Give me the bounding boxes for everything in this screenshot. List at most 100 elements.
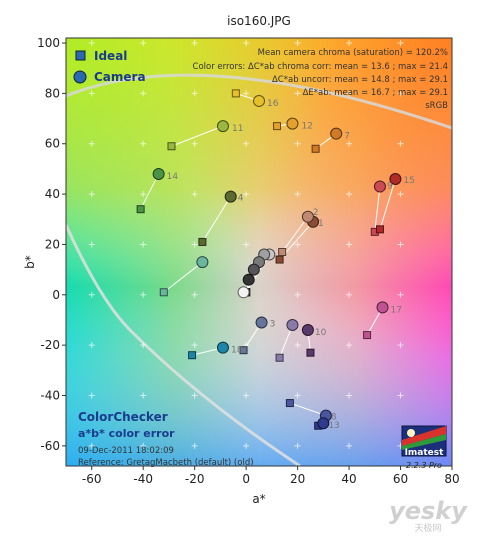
y-tick-label: 40 (45, 187, 60, 201)
y-tick-label: 60 (45, 137, 60, 151)
grid-plus-marker (294, 140, 301, 147)
grid-plus-marker (294, 241, 301, 248)
grid-plus-marker (346, 191, 353, 198)
x-axis-label: a* (252, 492, 265, 506)
camera-marker-4 (224, 190, 237, 203)
patch-label-2: 2 (313, 208, 319, 218)
error-vector-2 (281, 216, 309, 253)
ideal-marker-11 (167, 142, 176, 151)
grid-plus-marker (397, 342, 404, 349)
grid-plus-marker (397, 40, 404, 47)
ideal-marker-18 (188, 351, 197, 360)
patch-label-11: 11 (232, 124, 243, 134)
grid-plus-marker (88, 442, 95, 449)
error-vector-6 (163, 261, 203, 293)
grid-plus-marker (191, 90, 198, 97)
patch-label-4: 4 (238, 194, 244, 204)
grid-plus-marker (88, 291, 95, 298)
watermark: yesky 天极网 (389, 497, 468, 534)
patch-label-17: 17 (391, 305, 402, 315)
grid-plus-marker (346, 140, 353, 147)
camera-marker-18 (216, 341, 229, 354)
grid-plus-marker (243, 191, 250, 198)
caption: ColorChecker a*b* color error 09-Dec-201… (78, 410, 254, 468)
legend-camera-label: Camera (94, 70, 146, 84)
watermark-subtext: 天极网 (414, 522, 441, 534)
ideal-marker-8 (285, 399, 294, 408)
legend-ideal-label: Ideal (94, 49, 127, 63)
patch-label-3: 3 (270, 319, 276, 329)
grid-plus-marker (140, 291, 147, 298)
x-tick-label: 80 (444, 472, 459, 486)
imatest-logo-icon (407, 429, 415, 437)
imatest-badge: Imatest 2.2.3 Pro (401, 425, 447, 470)
grid-plus-marker (243, 442, 250, 449)
badge-brand: Imatest (405, 448, 445, 458)
ideal-marker-5 (275, 353, 284, 362)
x-tick-label: 20 (290, 472, 305, 486)
grid-plus-marker (140, 241, 147, 248)
caption-subtitle: a*b* color error (78, 427, 175, 440)
x-tick-label: -40 (133, 472, 153, 486)
error-vector-8 (289, 402, 327, 417)
y-tick-label: 0 (52, 288, 60, 302)
grid-plus-marker (397, 241, 404, 248)
grid-plus-marker (243, 90, 250, 97)
camera-marker-15 (389, 172, 402, 185)
camera-marker-13 (317, 417, 330, 430)
error-vector-14 (140, 173, 160, 210)
grid-plus-marker (140, 392, 147, 399)
grid-plus-marker (140, 140, 147, 147)
grid-plus-marker (88, 40, 95, 47)
error-vector-9 (374, 186, 381, 232)
camera-marker-9 (373, 180, 386, 193)
caption-date: 09-Dec-2011 18:02:09 (78, 446, 174, 456)
grid-plus-marker (294, 291, 301, 298)
grid-plus-marker (191, 241, 198, 248)
grid-plus-marker (88, 342, 95, 349)
grid-plus-marker (346, 342, 353, 349)
grid-plus-marker (397, 291, 404, 298)
camera-marker-23 (247, 263, 260, 276)
grid-markers (88, 40, 404, 449)
ideal-marker-17 (363, 331, 372, 340)
info-line-chroma: Mean camera chroma (saturation) = 120.2% (258, 48, 448, 58)
grid-plus-marker (243, 40, 250, 47)
x-tick-label: 60 (393, 472, 408, 486)
y-tick-label: 80 (45, 86, 60, 100)
ideal-marker-16 (231, 89, 240, 98)
y-axis-label: b* (23, 255, 37, 269)
grid-plus-marker (243, 241, 250, 248)
info-box: Mean camera chroma (saturation) = 120.2%… (193, 48, 449, 111)
grid-plus-marker (243, 140, 250, 147)
camera-marker-3 (255, 316, 268, 329)
grid-plus-marker (140, 40, 147, 47)
grid-plus-marker (191, 442, 198, 449)
grid-plus-marker (346, 90, 353, 97)
grid-plus-marker (294, 392, 301, 399)
camera-marker-5 (286, 319, 299, 332)
legend-camera-marker (73, 70, 87, 84)
patch-label-9: 9 (387, 182, 393, 192)
grid-plus-marker (346, 442, 353, 449)
badge-version: 2.2.3 Pro (406, 461, 442, 470)
grid-plus-marker (191, 392, 198, 399)
camera-marker-11 (216, 120, 229, 133)
camera-marker-24 (242, 273, 255, 286)
camera-marker-2 (301, 210, 314, 223)
patch-label-18: 18 (231, 346, 243, 356)
watermark-text: yesky (389, 497, 468, 525)
grid-plus-marker (397, 140, 404, 147)
grid-plus-marker (88, 140, 95, 147)
grid-plus-marker (346, 241, 353, 248)
patch-label-8: 8 (331, 413, 337, 423)
ideal-marker-3 (239, 346, 248, 355)
grid-plus-marker (346, 291, 353, 298)
grid-plus-marker (191, 342, 198, 349)
error-vector-4 (201, 196, 232, 243)
info-line-colorspace: sRGB (425, 101, 448, 111)
grid-plus-marker (294, 342, 301, 349)
patch-label-16: 16 (267, 99, 279, 109)
gamut-boundary-top (66, 73, 452, 130)
